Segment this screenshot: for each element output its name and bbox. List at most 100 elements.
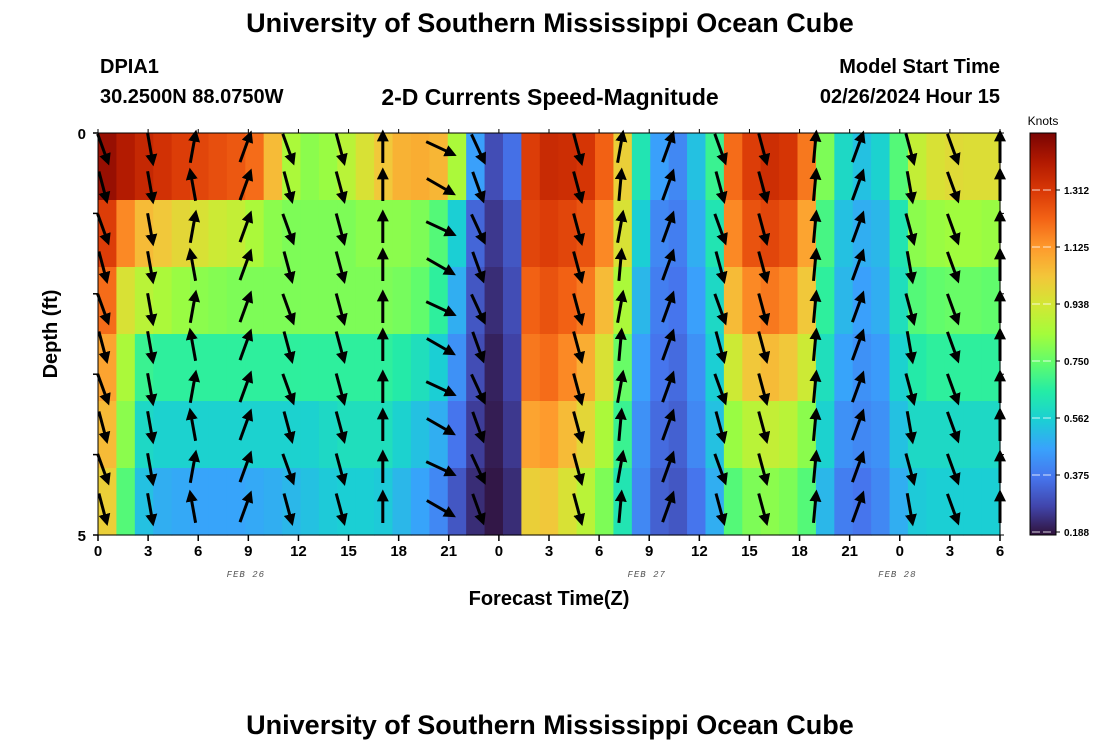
heatmap-cell (668, 468, 688, 536)
heatmap-cell (963, 267, 983, 335)
heatmap-cell (153, 334, 173, 402)
current-vector (470, 213, 487, 245)
heatmap-cell (521, 133, 541, 201)
current-vector (614, 407, 627, 442)
current-vector (757, 331, 771, 364)
heatmap-cell (355, 468, 375, 536)
current-vector (757, 453, 771, 486)
colorbar-tick-label: 0.750 (1064, 357, 1089, 368)
current-vector (185, 247, 198, 282)
current-vector (714, 411, 728, 444)
heatmap-cell (779, 267, 799, 335)
current-vector (945, 171, 961, 204)
current-vector (714, 493, 728, 526)
current-vector (572, 293, 586, 326)
heatmap-cell (502, 267, 522, 335)
heatmap-cell (171, 334, 191, 402)
current-vector (809, 489, 822, 524)
heatmap-cell (263, 133, 283, 201)
current-vector (471, 411, 486, 444)
heatmap-cell (705, 468, 725, 536)
heatmap-cell (502, 468, 522, 536)
heatmap-cell (595, 133, 615, 201)
x-tick-label: 21 (440, 543, 457, 560)
x-tick-label: 3 (946, 543, 954, 560)
current-vector (572, 251, 586, 284)
current-vector (281, 293, 296, 326)
x-tick-label: 12 (691, 543, 708, 560)
heatmap-cell (687, 401, 707, 469)
heatmap-cell (282, 334, 302, 402)
current-vector (757, 133, 771, 166)
current-vector (757, 293, 771, 326)
heatmap-cell (595, 468, 615, 536)
heatmap-cell (595, 334, 615, 402)
current-vector (945, 493, 961, 526)
current-vector (470, 373, 487, 405)
heatmap-cell (318, 133, 338, 201)
heatmap-cell (337, 267, 357, 335)
heatmap-cell (318, 267, 338, 335)
heatmap-cell (926, 133, 946, 201)
heatmap-cell (226, 401, 246, 469)
heatmap-cell (926, 334, 946, 402)
colorbar (1029, 132, 1057, 536)
heatmap-cell (502, 133, 522, 201)
heatmap-cell (355, 267, 375, 335)
heatmap-cell (668, 267, 688, 335)
heatmap-cell (153, 200, 173, 268)
heatmap-cell (723, 468, 743, 536)
heatmap-cell (742, 200, 762, 268)
x-tick-label: 15 (741, 543, 758, 560)
heatmap-cell (889, 334, 909, 402)
current-vector (615, 289, 628, 324)
current-vector (713, 453, 728, 486)
heatmap-cell (558, 401, 578, 469)
heatmap-cell (834, 468, 854, 536)
heatmap-cell (355, 200, 375, 268)
current-vector (809, 369, 822, 404)
current-vector (714, 331, 728, 364)
colorbar-tick-label: 0.938 (1064, 300, 1089, 311)
current-vector (425, 140, 457, 157)
heatmap-cell (705, 200, 725, 268)
colorbar-tick-label: 1.125 (1064, 243, 1089, 254)
current-vector (809, 209, 822, 244)
current-vector (714, 171, 728, 204)
page-title: University of Southern Mississippi Ocean… (246, 8, 854, 38)
heatmap-cell (116, 401, 136, 469)
current-vector (809, 449, 822, 484)
heatmap-cell (963, 133, 983, 201)
current-vector (850, 450, 866, 483)
heatmap-cell (263, 468, 283, 536)
heatmap-cell (687, 267, 707, 335)
heatmap-cell (944, 267, 964, 335)
heatmap-cell (171, 200, 191, 268)
x-tick-label: 9 (244, 543, 252, 560)
heatmap-cell (613, 334, 633, 402)
current-vector (188, 289, 201, 324)
heatmap-cell (631, 401, 651, 469)
current-vector (572, 213, 586, 246)
heatmap-cell (410, 334, 430, 402)
heatmap-cell (337, 401, 357, 469)
current-vector (470, 293, 487, 325)
current-vector (809, 167, 822, 202)
heatmap-cell (576, 200, 596, 268)
heatmap-cell (263, 401, 283, 469)
heatmap-cell (466, 133, 486, 201)
current-vector (97, 171, 111, 204)
current-vector (145, 212, 158, 247)
current-vector (334, 213, 348, 246)
current-vector (145, 410, 158, 445)
heatmap-cell (963, 334, 983, 402)
heatmap-cell (300, 334, 320, 402)
current-vector (470, 133, 487, 165)
current-vector (614, 247, 627, 282)
x-tick-label: 0 (896, 543, 904, 560)
current-vector (238, 290, 254, 323)
heatmap-cell (410, 267, 430, 335)
current-vector (282, 251, 296, 284)
heatmap-cell (723, 401, 743, 469)
current-vector (145, 492, 158, 527)
